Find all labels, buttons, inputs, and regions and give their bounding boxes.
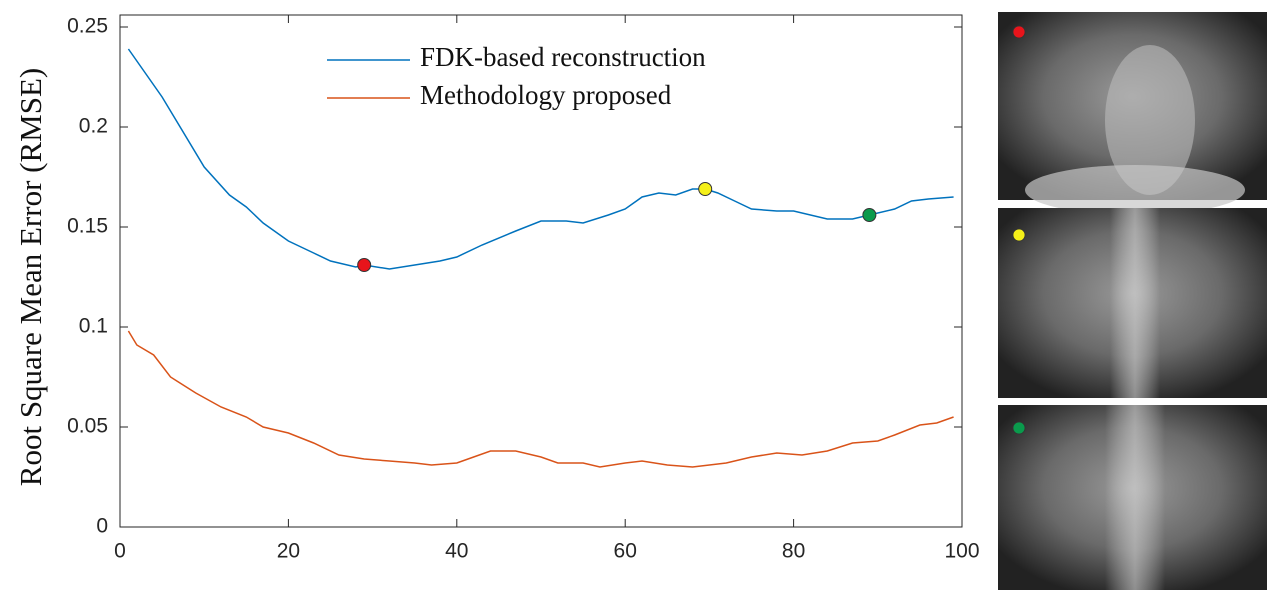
page: {"chart_data": {"type": "line", "ylabel"… <box>0 0 1267 590</box>
x-tick-label: 100 <box>944 540 979 563</box>
xray-spine <box>1105 405 1165 590</box>
y-tick-label: 0.15 <box>67 215 108 238</box>
x-tick-label: 20 <box>277 540 300 563</box>
legend-label: Methodology proposed <box>420 80 672 110</box>
panel-marker <box>1013 229 1025 241</box>
y-tick-label: 0.25 <box>67 15 108 38</box>
y-tick-label: 0 <box>96 515 108 538</box>
panel-marker <box>1013 26 1025 38</box>
figure: Root Square Mean Error (RMSE) 0 0.05 0.1 0.… <box>0 0 1267 590</box>
x-tick-label: 0 <box>114 540 126 563</box>
x-tick-label: 80 <box>782 540 805 563</box>
x-tick-label: 40 <box>445 540 468 563</box>
legend-label: FDK-based reconstruction <box>420 42 706 72</box>
highlight-point <box>358 259 371 272</box>
y-tick-label: 0.05 <box>67 415 108 438</box>
xray-diaphragm <box>1025 165 1245 215</box>
y-tick-label: 0.2 <box>79 115 108 138</box>
panel-marker <box>1013 422 1025 434</box>
xray-spine <box>1110 208 1160 398</box>
highlight-point <box>699 183 712 196</box>
highlight-point <box>863 209 876 222</box>
xray-panels <box>998 12 1267 590</box>
x-tick-label: 60 <box>614 540 637 563</box>
series-line <box>128 331 953 467</box>
y-axis-label: Root Square Mean Error (RMSE) <box>13 68 48 486</box>
y-tick-label: 0.1 <box>79 315 108 338</box>
